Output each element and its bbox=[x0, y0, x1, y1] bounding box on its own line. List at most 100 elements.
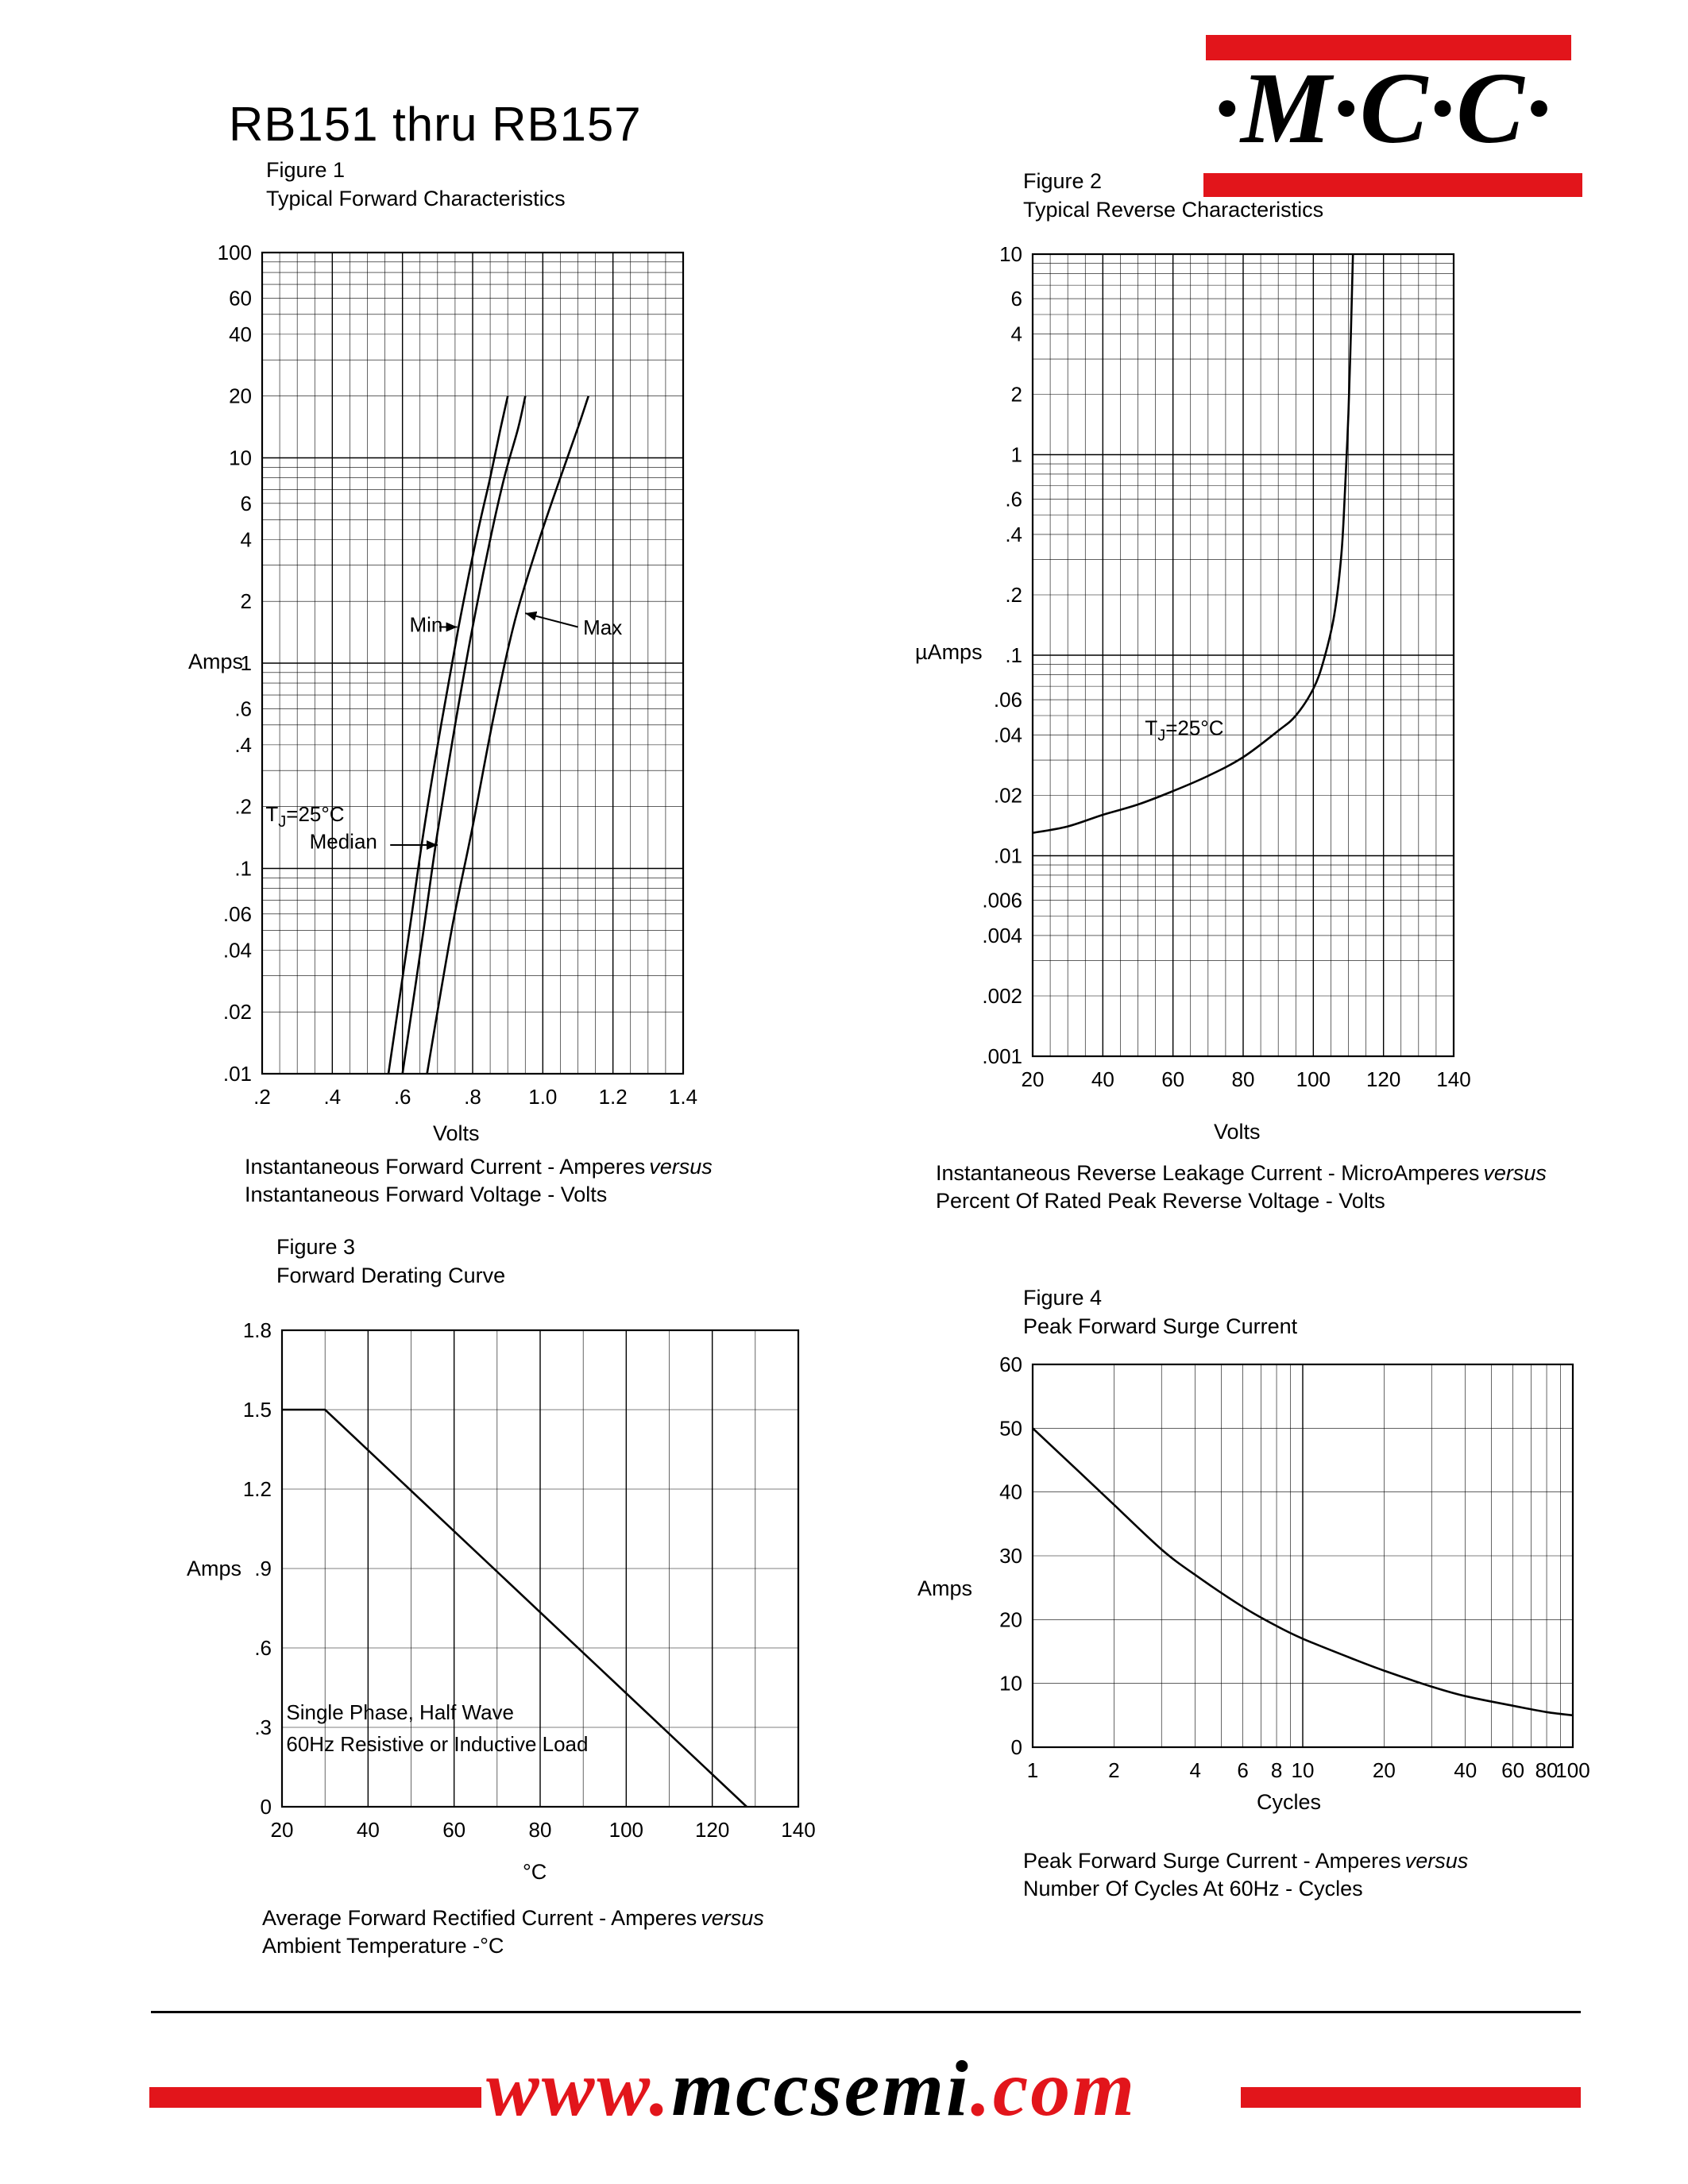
figure1-title: Typical Forward Characteristics bbox=[266, 187, 566, 210]
svg-text:1.4: 1.4 bbox=[669, 1085, 697, 1109]
svg-text:20: 20 bbox=[1373, 1758, 1396, 1782]
svg-text:20: 20 bbox=[1022, 1067, 1045, 1091]
caption-text: Average Forward Rectified Current - Ampe… bbox=[262, 1906, 697, 1930]
svg-text:.1: .1 bbox=[1005, 643, 1022, 667]
svg-text:6: 6 bbox=[241, 492, 252, 515]
figure4-heading: Figure 4 Peak Forward Surge Current bbox=[1023, 1283, 1297, 1341]
svg-text:4: 4 bbox=[241, 527, 252, 551]
svg-text:.2: .2 bbox=[1005, 583, 1022, 607]
footer-url-com: .com bbox=[970, 2044, 1137, 2132]
svg-text:60: 60 bbox=[442, 1818, 465, 1842]
svg-text:TJ=25°C: TJ=25°C bbox=[265, 802, 344, 831]
figure4-y-axis-label: Amps bbox=[917, 1576, 973, 1600]
caption-text: Instantaneous Reverse Leakage Current - … bbox=[936, 1161, 1480, 1185]
svg-text:.3: .3 bbox=[254, 1715, 272, 1739]
svg-text:40: 40 bbox=[999, 1480, 1022, 1504]
svg-text:60: 60 bbox=[229, 286, 252, 310]
figure4-title: Peak Forward Surge Current bbox=[1023, 1314, 1298, 1338]
svg-text:.001: .001 bbox=[982, 1044, 1022, 1068]
svg-text:1.2: 1.2 bbox=[243, 1477, 272, 1501]
svg-text:100: 100 bbox=[1296, 1067, 1331, 1091]
svg-text:60: 60 bbox=[1501, 1758, 1524, 1782]
svg-text:80: 80 bbox=[529, 1818, 552, 1842]
svg-text:10: 10 bbox=[229, 446, 252, 470]
caption-line2: Percent Of Rated Peak Reverse Voltage - … bbox=[936, 1189, 1385, 1213]
svg-text:Max: Max bbox=[583, 615, 622, 639]
svg-text:4: 4 bbox=[1011, 322, 1022, 345]
svg-text:1.2: 1.2 bbox=[599, 1085, 628, 1109]
figure2-heading: Figure 2 Typical Reverse Characteristics bbox=[1023, 167, 1323, 224]
caption-versus: versus bbox=[1404, 1849, 1469, 1873]
svg-text:.01: .01 bbox=[994, 844, 1022, 868]
logo-bottom-bar bbox=[1203, 173, 1582, 197]
footer-url[interactable]: www.mccsemi.com bbox=[486, 2043, 1137, 2134]
figure3-derating-curve-chart: 1.8 1.5 1.2 .9 .6 .3 020 40 60 80 100 120 140 Single … bbox=[243, 1318, 816, 1842]
svg-text:8: 8 bbox=[1271, 1758, 1282, 1782]
svg-text:.6: .6 bbox=[394, 1085, 411, 1109]
svg-text:20: 20 bbox=[999, 1607, 1022, 1631]
svg-text:80: 80 bbox=[1535, 1758, 1559, 1782]
svg-text:120: 120 bbox=[695, 1818, 729, 1842]
footer-right-bar bbox=[1241, 2087, 1581, 2108]
svg-text:.004: .004 bbox=[982, 924, 1022, 947]
figure1-caption: Instantaneous Forward Current - Amperes v… bbox=[245, 1153, 713, 1209]
svg-text:140: 140 bbox=[781, 1818, 815, 1842]
svg-text:10: 10 bbox=[1292, 1758, 1315, 1782]
figure1-heading: Figure 1 Typical Forward Characteristics bbox=[266, 156, 566, 213]
svg-text:40: 40 bbox=[229, 322, 252, 346]
figure1-forward-characteristics-chart: 100604020106421.6.4.2.1.06.04.02.01.2.4.… bbox=[218, 241, 697, 1109]
caption-line2: Instantaneous Forward Voltage - Volts bbox=[245, 1183, 608, 1206]
svg-text:.6: .6 bbox=[254, 1636, 272, 1660]
svg-text:2: 2 bbox=[1108, 1758, 1119, 1782]
svg-text:.2: .2 bbox=[253, 1085, 271, 1109]
figure2-x-axis-label: Volts bbox=[1214, 1120, 1261, 1144]
figure3-heading: Figure 3 Forward Derating Curve bbox=[276, 1233, 505, 1290]
svg-text:1: 1 bbox=[1027, 1758, 1038, 1782]
svg-text:.9: .9 bbox=[254, 1557, 272, 1580]
svg-text:10: 10 bbox=[999, 1672, 1022, 1696]
svg-text:100: 100 bbox=[218, 241, 252, 264]
figure1-y-axis-label: Amps bbox=[188, 650, 244, 673]
svg-text:60: 60 bbox=[999, 1352, 1022, 1376]
svg-text:4: 4 bbox=[1189, 1758, 1200, 1782]
svg-text:Single Phase, Half Wave: Single Phase, Half Wave bbox=[286, 1700, 514, 1724]
svg-text:80: 80 bbox=[1232, 1067, 1255, 1091]
caption-line1: Peak Forward Surge Current - Amperes vers… bbox=[1023, 1847, 1468, 1875]
figure1-x-axis-label: Volts bbox=[433, 1121, 480, 1145]
figure3-x-axis-label: °C bbox=[523, 1860, 547, 1884]
svg-text:20: 20 bbox=[271, 1818, 294, 1842]
svg-text:.02: .02 bbox=[994, 783, 1022, 807]
svg-text:1.0: 1.0 bbox=[528, 1085, 557, 1109]
svg-text:.4: .4 bbox=[323, 1085, 341, 1109]
caption-versus: versus bbox=[701, 1906, 764, 1930]
svg-text:6: 6 bbox=[1237, 1758, 1248, 1782]
page-title: RB151 thru RB157 bbox=[229, 98, 642, 151]
svg-text:0: 0 bbox=[1011, 1735, 1022, 1759]
caption-line1: Instantaneous Forward Current - Amperes v… bbox=[245, 1153, 713, 1181]
svg-text:.01: .01 bbox=[223, 1062, 252, 1086]
svg-text:40: 40 bbox=[1454, 1758, 1477, 1782]
figure2-caption: Instantaneous Reverse Leakage Current - … bbox=[936, 1160, 1547, 1215]
caption-line1: Instantaneous Reverse Leakage Current - … bbox=[936, 1160, 1547, 1187]
caption-text: Peak Forward Surge Current - Amperes bbox=[1023, 1849, 1401, 1873]
figure2-title: Typical Reverse Characteristics bbox=[1023, 198, 1324, 222]
logo-text: ·M·C·C· bbox=[1214, 52, 1553, 164]
svg-text:.8: .8 bbox=[464, 1085, 481, 1109]
figure2-y-axis-label: µAmps bbox=[915, 640, 983, 664]
svg-text:60Hz Resistive or Inductive Lo: 60Hz Resistive or Inductive Load bbox=[286, 1732, 588, 1756]
svg-text:1.5: 1.5 bbox=[243, 1398, 272, 1422]
svg-text:50: 50 bbox=[999, 1416, 1022, 1440]
footer-url-www: www. bbox=[486, 2044, 672, 2132]
svg-text:.4: .4 bbox=[1005, 523, 1022, 546]
svg-text:TJ=25°C: TJ=25°C bbox=[1145, 716, 1223, 745]
svg-text:1.8: 1.8 bbox=[243, 1318, 272, 1342]
svg-text:.6: .6 bbox=[234, 696, 252, 720]
footer-url-domain: mccsemi bbox=[671, 2044, 971, 2132]
figure4-caption: Peak Forward Surge Current - Amperes vers… bbox=[1023, 1847, 1468, 1903]
figure3-y-axis-label: Amps bbox=[187, 1557, 242, 1580]
svg-text:.4: .4 bbox=[234, 733, 252, 757]
caption-versus: versus bbox=[1483, 1161, 1547, 1185]
svg-text:.02: .02 bbox=[223, 1000, 252, 1024]
svg-text:140: 140 bbox=[1436, 1067, 1470, 1091]
svg-text:1: 1 bbox=[241, 651, 252, 675]
